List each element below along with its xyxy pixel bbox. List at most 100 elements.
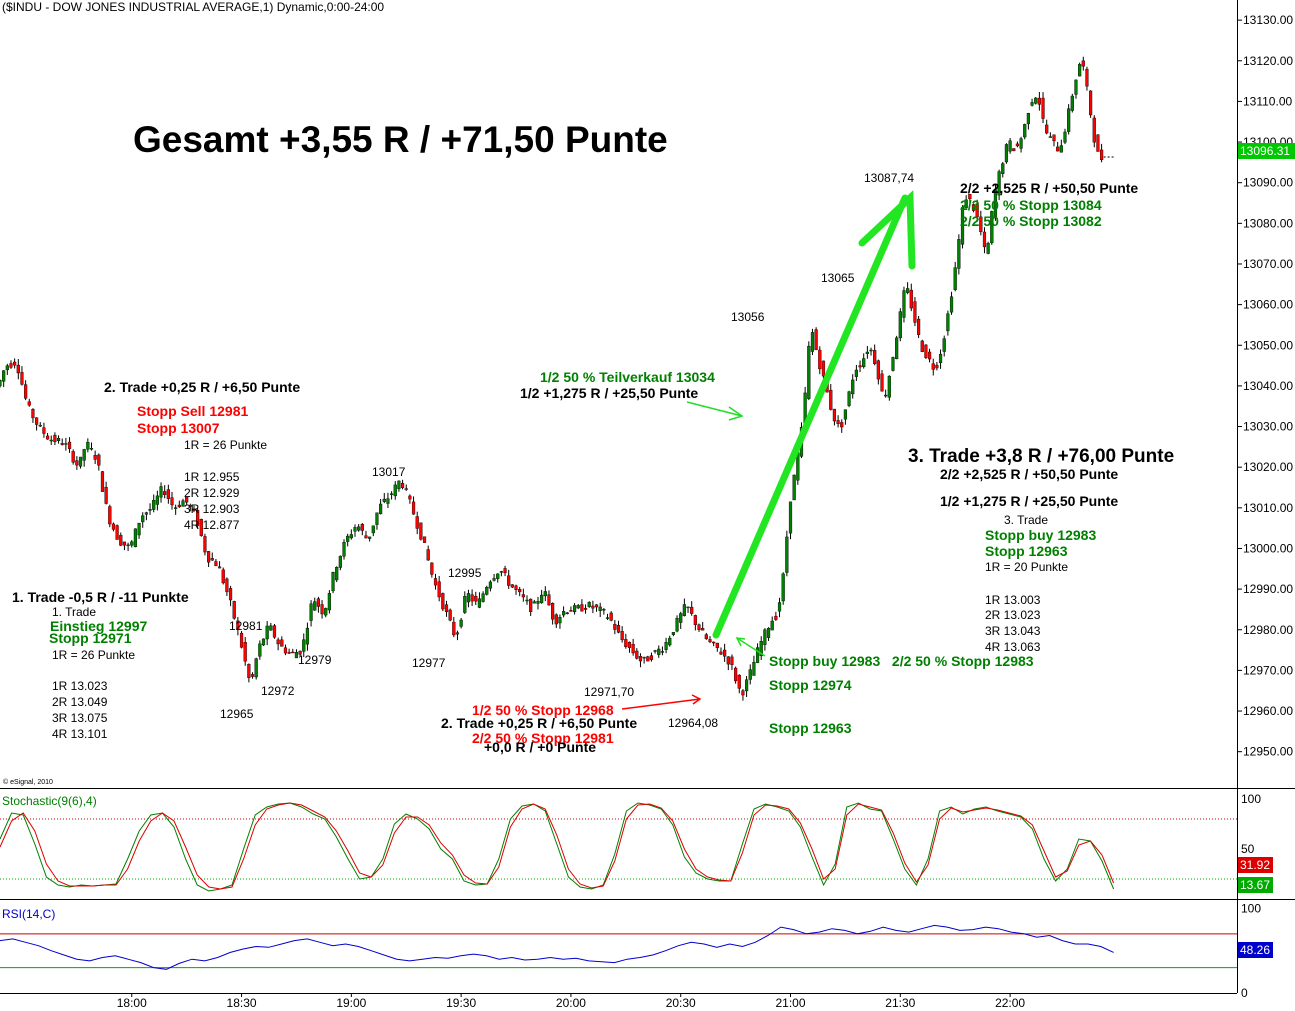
candle-body	[455, 632, 460, 635]
candle-body	[254, 658, 258, 678]
mid-stop-b: Stopp 12963	[769, 720, 852, 736]
price-axis: 12950.00 12960.00 12970.00 12980.00 12990.00…	[1237, 13, 1293, 759]
candle-body	[1052, 134, 1056, 142]
candle-body	[990, 211, 994, 244]
candle-body	[569, 610, 573, 612]
candle-body	[792, 474, 796, 501]
candle-body	[192, 509, 196, 511]
trade3-header: 3. Trade +3,8 R / +76,00 Punte	[908, 446, 1174, 467]
indicator-line	[0, 924, 1114, 970]
candle-body	[723, 649, 727, 657]
candle-body	[196, 510, 200, 526]
candle-body	[5, 365, 9, 371]
candle-body	[701, 628, 705, 631]
candle-body	[177, 504, 181, 508]
mid-stop-a: Stopp 12974	[769, 677, 852, 693]
candle-body	[774, 615, 778, 620]
candle-body	[210, 558, 214, 561]
candle-body	[532, 601, 536, 604]
x-tick-label: 18:30	[227, 996, 257, 1010]
indicator-line	[0, 802, 1115, 892]
candle-body	[960, 207, 965, 245]
candle-body	[122, 541, 127, 546]
candle-body	[97, 454, 101, 466]
candle-body	[159, 486, 163, 498]
candle-body	[609, 612, 613, 621]
x-tick-label: 22:00	[995, 996, 1025, 1010]
candle-body	[78, 456, 83, 467]
candle-body	[1023, 124, 1027, 138]
candle-body	[638, 656, 643, 662]
candle-body	[741, 690, 745, 696]
candle-body	[408, 495, 412, 500]
candle-body	[108, 506, 112, 525]
candle-body	[510, 584, 514, 588]
candle-body	[313, 601, 317, 611]
time-axis: 18:00 18:30 19:00 19:30 20:00 20:30 21:00 21:30…	[117, 993, 1025, 1010]
candle-body	[755, 647, 760, 663]
candle-body	[1067, 108, 1071, 132]
candle-body	[485, 587, 489, 595]
candle-body	[375, 512, 379, 525]
candle-body	[1045, 124, 1049, 134]
candlestick-series	[0, 56, 1116, 701]
candle-body	[558, 617, 562, 624]
candle-body	[31, 408, 35, 419]
candle-body	[810, 332, 815, 352]
candle-body	[572, 605, 577, 613]
candle-body	[217, 566, 222, 569]
candle-body	[1078, 64, 1082, 77]
candle-body	[20, 372, 24, 385]
candle-body	[89, 448, 94, 450]
candle-body	[664, 642, 668, 650]
candle-body	[715, 642, 719, 649]
rsi-axis: 0 100	[1241, 901, 1261, 1000]
trade3-name: 3. Trade	[1004, 513, 1048, 527]
candle-body	[942, 338, 946, 352]
candle-body	[547, 594, 551, 606]
candle-body	[452, 621, 456, 636]
candle-body	[130, 541, 134, 546]
candle-body	[247, 664, 251, 678]
candle-body	[364, 535, 368, 539]
price-label: 13056	[731, 310, 765, 324]
stoch-k-value: 31.92	[1240, 858, 1270, 872]
candle-body	[1034, 97, 1038, 104]
candle-body	[397, 480, 401, 490]
candle-body	[0, 380, 2, 387]
candle-body	[543, 591, 547, 597]
trade3-stop-buy: Stopp buy 12983	[985, 527, 1096, 543]
trade3-line2: 1/2 +1,275 R / +25,50 Punte	[940, 493, 1118, 509]
candle-body	[496, 573, 500, 579]
price-label: 12972	[261, 684, 295, 698]
candle-body	[64, 443, 68, 445]
candle-body	[170, 497, 174, 506]
candle-body	[660, 651, 665, 653]
candle-body	[927, 351, 932, 360]
trade1-target: 3R 13.075	[52, 711, 108, 725]
candle-body	[163, 491, 167, 495]
candle-body	[763, 629, 767, 645]
candle-body	[598, 606, 602, 611]
candle-body	[726, 656, 730, 665]
candle-body	[895, 337, 899, 360]
candle-body	[957, 239, 961, 269]
top-result: 2/2 +2,525 R / +50,50 Punte	[960, 180, 1138, 196]
trade2-r-def: 1R = 26 Punkte	[184, 438, 267, 452]
candle-body	[858, 365, 862, 368]
candle-body	[86, 441, 90, 450]
candle-body	[411, 501, 416, 515]
candle-body	[704, 634, 708, 640]
candle-body	[554, 614, 558, 625]
candle-body	[902, 290, 906, 318]
candle-body	[342, 542, 346, 557]
y-tick-label: 12990.00	[1243, 582, 1293, 596]
candle-body	[968, 194, 972, 200]
x-tick-label: 21:30	[885, 996, 915, 1010]
candle-body	[847, 391, 851, 406]
candle-body	[477, 598, 482, 608]
candle-body	[400, 482, 405, 488]
candle-body	[221, 569, 225, 584]
